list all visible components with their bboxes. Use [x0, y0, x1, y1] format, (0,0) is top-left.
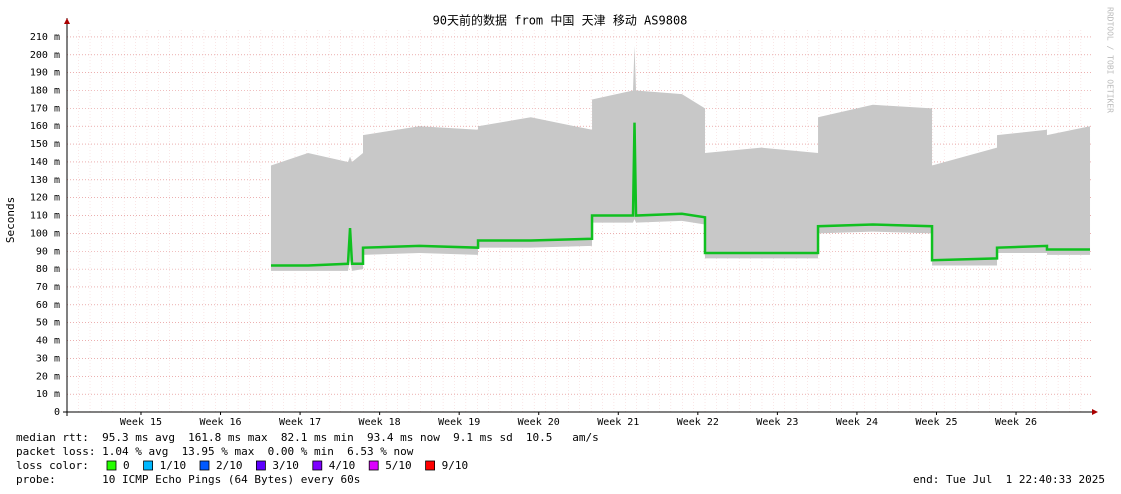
- y-tick-label: 30 m: [36, 353, 60, 364]
- y-tick-label: 190 m: [30, 68, 60, 79]
- legend-swatch: [255, 460, 266, 471]
- y-tick-label: 120 m: [30, 193, 60, 204]
- x-tick-label: Week 21: [597, 417, 639, 428]
- x-tick-label: Week 24: [836, 417, 878, 428]
- y-tick-label: 170 m: [30, 103, 60, 114]
- x-tick-label: Week 25: [915, 417, 957, 428]
- x-tick-label: Week 19: [438, 417, 480, 428]
- legend-swatch: [312, 460, 323, 471]
- y-tick-label: 110 m: [30, 211, 60, 222]
- legend-swatch: [425, 460, 436, 471]
- x-tick-label: Week 26: [995, 417, 1037, 428]
- x-tick-label: Week 23: [756, 417, 798, 428]
- legend-label: 4/10: [329, 459, 356, 472]
- legend-label: 5/10: [385, 459, 412, 472]
- x-tick-label: Week 15: [120, 417, 162, 428]
- legend-label: 9/10: [442, 459, 469, 472]
- loss-color-label: loss color:: [16, 459, 89, 472]
- y-tick-label: 40 m: [36, 336, 60, 347]
- y-arrow: [64, 18, 70, 24]
- watermark: RRDTOOL / TOBI OETIKER: [1106, 7, 1115, 113]
- x-tick-label: Week 22: [677, 417, 719, 428]
- median-rtt: median rtt: 95.3 ms avg 161.8 ms max 82.…: [16, 431, 599, 444]
- y-tick-label: 70 m: [36, 282, 60, 293]
- legend-swatch: [106, 460, 117, 471]
- chart-title: 90天前的数据 from 中国 天津 移动 AS9808: [433, 13, 688, 28]
- x-arrow: [1092, 409, 1098, 415]
- y-tick-label: 50 m: [36, 318, 60, 329]
- y-tick-label: 90 m: [36, 246, 60, 257]
- probe: probe: 10 ICMP Echo Pings (64 Bytes) eve…: [16, 473, 360, 486]
- legend-label: 3/10: [272, 459, 299, 472]
- y-tick-label: 0: [54, 407, 60, 418]
- x-tick-label: Week 17: [279, 417, 321, 428]
- y-tick-label: 140 m: [30, 157, 60, 168]
- end-time: end: Tue Jul 1 22:40:33 2025: [913, 473, 1105, 486]
- legend-label: 1/10: [160, 459, 187, 472]
- y-tick-label: 210 m: [30, 32, 60, 43]
- y-tick-label: 100 m: [30, 228, 60, 239]
- legend-swatch: [143, 460, 154, 471]
- x-tick-label: Week 16: [199, 417, 241, 428]
- y-tick-label: 130 m: [30, 175, 60, 186]
- y-axis-label: Seconds: [4, 197, 17, 243]
- legend-swatch: [368, 460, 379, 471]
- y-tick-label: 200 m: [30, 50, 60, 61]
- legend-swatch: [199, 460, 210, 471]
- y-tick-label: 20 m: [36, 371, 60, 382]
- y-tick-label: 10 m: [36, 389, 60, 400]
- y-tick-label: 80 m: [36, 264, 60, 275]
- legend-label: 0: [123, 459, 130, 472]
- smoke-band: [270, 45, 1091, 271]
- y-tick-label: 160 m: [30, 121, 60, 132]
- x-tick-label: Week 18: [359, 417, 401, 428]
- plot: [67, 36, 1092, 413]
- y-tick-label: 150 m: [30, 139, 60, 150]
- x-tick-label: Week 20: [518, 417, 560, 428]
- median-line: [270, 122, 1091, 267]
- y-tick-label: 180 m: [30, 86, 60, 97]
- packet-loss: packet loss: 1.04 % avg 13.95 % max 0.00…: [16, 445, 414, 458]
- y-tick-label: 60 m: [36, 300, 60, 311]
- legend-label: 2/10: [216, 459, 243, 472]
